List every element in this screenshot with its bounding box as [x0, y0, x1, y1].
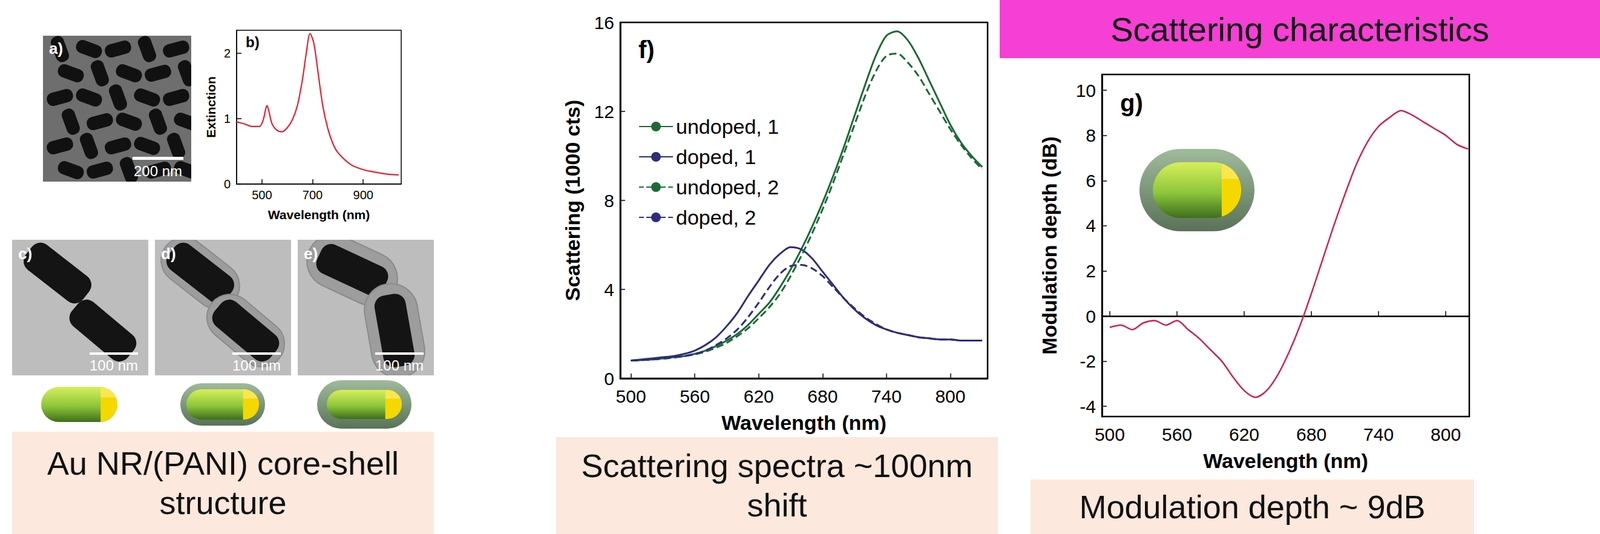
svg-text:16: 16 [594, 12, 615, 33]
html-text:Scattering characteristics: Scattering characteristics [1110, 9, 1490, 49]
svg-text:undoped, 2: undoped, 2 [675, 175, 779, 199]
svg-text:0: 0 [1085, 306, 1096, 327]
svg-text:500: 500 [251, 188, 272, 202]
svg-text:Scattering (1000 cts): Scattering (1000 cts) [560, 99, 584, 302]
svg-text:4: 4 [1085, 215, 1096, 236]
svg-text:800: 800 [1430, 424, 1461, 445]
svg-text:740: 740 [1363, 424, 1394, 445]
svg-text:undoped, 1: undoped, 1 [675, 114, 779, 138]
svg-text:12: 12 [594, 101, 615, 122]
html-text:Au NR/(PANI) core-shell struct: Au NR/(PANI) core-shell structure [47, 444, 399, 521]
svg-text:Wavelength (nm): Wavelength (nm) [268, 207, 370, 222]
svg-text:740: 740 [871, 386, 902, 407]
svg-text:4: 4 [603, 279, 615, 300]
svg-text:680: 680 [807, 386, 838, 407]
svg-text:-4: -4 [1079, 396, 1096, 417]
svg-text:2: 2 [223, 46, 231, 60]
svg-text:680: 680 [1296, 424, 1327, 445]
svg-text:0: 0 [223, 177, 231, 191]
svg-text:2: 2 [1085, 260, 1096, 281]
svg-text:1: 1 [223, 111, 231, 126]
svg-text:200 nm: 200 nm [133, 162, 183, 180]
svg-text:doped, 2: doped, 2 [675, 205, 756, 229]
svg-text:100 nm: 100 nm [232, 357, 281, 374]
svg-text:620: 620 [1229, 424, 1260, 445]
svg-text:100 nm: 100 nm [89, 357, 138, 374]
svg-text:700: 700 [302, 188, 323, 202]
svg-text:0: 0 [603, 368, 615, 389]
svg-text:560: 560 [1161, 424, 1193, 445]
svg-text:b): b) [245, 33, 260, 51]
svg-text:Extinction: Extinction [203, 76, 218, 138]
html-text:Modulation depth ~ 9dB: Modulation depth ~ 9dB [1079, 488, 1426, 525]
svg-text:620: 620 [743, 386, 774, 407]
svg-text:500: 500 [616, 386, 647, 407]
svg-text:560: 560 [679, 386, 710, 407]
svg-text:500: 500 [1094, 424, 1125, 445]
svg-text:800: 800 [934, 386, 966, 407]
svg-text:g): g) [1120, 89, 1144, 117]
svg-text:8: 8 [1085, 125, 1096, 146]
html-text:Scattering spectra ~100nm shif: Scattering spectra ~100nm shift [581, 447, 973, 523]
svg-text:900: 900 [353, 188, 374, 202]
svg-text:100 nm: 100 nm [375, 357, 424, 374]
svg-text:c): c) [18, 244, 33, 263]
svg-text:doped, 1: doped, 1 [675, 145, 756, 169]
svg-text:6: 6 [1085, 170, 1096, 191]
svg-text:10: 10 [1075, 80, 1096, 101]
svg-text:d): d) [160, 244, 177, 263]
svg-text:f): f) [638, 36, 655, 63]
svg-text:Modulation depth (dB): Modulation depth (dB) [1037, 136, 1061, 355]
svg-text:e): e) [303, 244, 318, 263]
svg-text:8: 8 [603, 190, 615, 211]
svg-text:Wavelength (nm): Wavelength (nm) [721, 410, 887, 434]
svg-text:Wavelength (nm): Wavelength (nm) [1203, 449, 1369, 473]
svg-text:a): a) [49, 39, 63, 58]
svg-text:-2: -2 [1079, 350, 1096, 371]
